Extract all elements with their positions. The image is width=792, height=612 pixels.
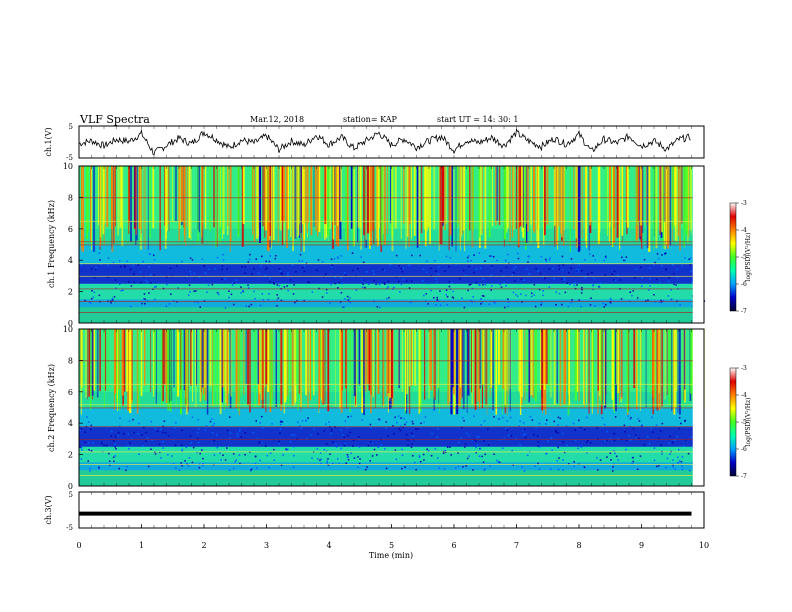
start-time-label: start UT = 14: 30: 1	[437, 115, 519, 124]
ch3-panel: 5 -5 ch.3(V) 0 1 2 3 4 5 6 7 8 9 10 Time (min)	[44, 126, 709, 560]
freq-tick-label: 4	[68, 419, 73, 428]
time-tick-label: 2	[201, 541, 206, 550]
colorbar-tick-label: -4	[741, 392, 747, 399]
ch3-ytick-min: -5	[66, 524, 73, 532]
ch1-spectrogram	[79, 166, 705, 324]
ch2-spectrogram-panel: 0 2 4 6 8 10 ch.2 Frequency (kHz)	[47, 325, 705, 491]
date-label: Mar.12, 2018	[250, 115, 305, 124]
freq-tick-label: 8	[68, 193, 73, 202]
ch2-freq-ticks: 0 2 4 6 8 10	[63, 325, 83, 491]
colorbar-tick-label: -6	[741, 446, 747, 453]
freq-tick-label: 6	[68, 388, 73, 397]
freq-tick-label: 10	[63, 162, 73, 171]
colorbar-tick-label: -7	[741, 473, 747, 480]
ch1-freq-ticks: 0 2 4 6 8 10	[63, 162, 83, 328]
freq-tick-label: 10	[63, 325, 73, 334]
freq-tick-label: 2	[68, 288, 73, 297]
time-tick-label: 10	[699, 541, 709, 550]
freq-tick-label: 6	[68, 225, 73, 234]
freq-tick-label: 0	[68, 482, 73, 491]
colorbar-tick-label: -5	[741, 419, 747, 426]
ch1-colorbar-label: log(PSD)(V²/Hz)	[745, 233, 752, 282]
ch1-colorbar: -3 -4 -5 -6 -7 log(PSD)(V²/Hz)	[729, 200, 752, 315]
freq-tick-label: 8	[68, 356, 73, 365]
time-tick-label: 6	[451, 541, 456, 550]
colorbar-tick-label: -3	[741, 365, 747, 372]
ch2-colorbar: -3 -4 -5 -6 -7 log(PSD)(V²/Hz)	[729, 365, 752, 480]
time-tick-label: 1	[139, 541, 144, 550]
ch1-waveform-line	[78, 128, 691, 156]
ch2-colorbar-ticks: -3 -4 -5 -6 -7	[736, 365, 747, 480]
ch1-colorbar-ticks: -3 -4 -5 -6 -7	[736, 200, 747, 315]
freq-tick-label: 4	[68, 256, 73, 265]
time-tick-label: 7	[514, 541, 519, 550]
ch3-ytick-max: 5	[69, 491, 73, 499]
ch2-colorbar-label: log(PSD)(V²/Hz)	[745, 398, 752, 447]
ch1-ytick-min: -5	[66, 154, 73, 162]
ch1-ylabel: ch.1(V)	[44, 127, 53, 156]
colorbar-tick-label: -6	[741, 281, 747, 288]
chart-title: VLF Spectra	[80, 113, 150, 126]
time-tick-label: 0	[76, 541, 81, 550]
ch2-spectrogram	[79, 329, 705, 487]
ch1-ytick-max: 5	[69, 123, 73, 131]
freq-tick-label: 0	[68, 319, 73, 328]
freq-tick-label: 2	[68, 451, 73, 460]
colorbar-tick-label: -3	[741, 200, 747, 207]
ch1-waveform-panel: 5 -5 ch.1(V)	[44, 123, 705, 162]
ch3-ylabel: ch.3(V)	[44, 495, 53, 524]
time-axis-label: Time (min)	[369, 551, 413, 560]
ch2-freq-ylabel: ch.2 Frequency (kHz)	[47, 364, 56, 452]
time-tick-label: 8	[576, 541, 581, 550]
ch1-freq-ylabel: ch.1 Frequency (kHz)	[47, 200, 56, 288]
ch1-spectrogram-panel: 0 2 4 6 8 10 ch.1 Frequency (kHz)	[47, 162, 705, 328]
time-tick-label: 3	[264, 541, 269, 550]
colorbar-tick-label: -5	[741, 254, 747, 261]
station-label: station= KAP	[343, 115, 397, 124]
time-tick-label: 5	[389, 541, 394, 550]
colorbar-tick-label: -7	[741, 308, 747, 315]
time-tick-label: 4	[326, 541, 331, 550]
time-tick-label: 9	[639, 541, 644, 550]
time-axis-ticks: 0 1 2 3 4 5 6 7 8 9 10	[76, 126, 709, 550]
colorbar-tick-label: -4	[741, 227, 747, 234]
